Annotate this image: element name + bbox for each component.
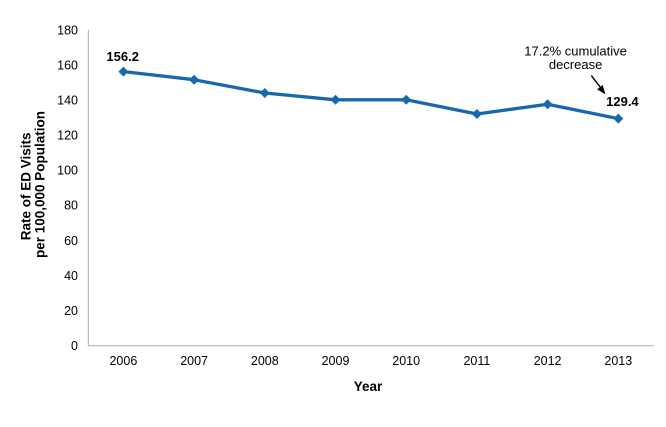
svg-text:2011: 2011	[463, 354, 490, 368]
svg-text:17.2% cumulative: 17.2% cumulative	[524, 44, 627, 59]
svg-text:156.2: 156.2	[106, 49, 139, 64]
svg-text:2009: 2009	[322, 354, 350, 368]
svg-text:20: 20	[64, 304, 78, 318]
svg-text:Rate of ED Visits per 10: Rate of ED Visits per 100,000 Population	[19, 111, 48, 258]
svg-text:2012: 2012	[534, 354, 562, 368]
svg-text:Year: Year	[354, 379, 383, 394]
svg-text:40: 40	[64, 269, 78, 283]
svg-text:80: 80	[64, 199, 78, 213]
svg-text:140: 140	[57, 94, 78, 108]
svg-text:120: 120	[57, 129, 78, 143]
svg-text:2006: 2006	[109, 354, 137, 368]
svg-text:2008: 2008	[251, 354, 279, 368]
svg-text:160: 160	[57, 58, 78, 72]
svg-text:180: 180	[57, 23, 78, 37]
svg-text:129.4: 129.4	[606, 94, 639, 109]
svg-text:100: 100	[57, 164, 78, 178]
svg-text:60: 60	[64, 234, 78, 248]
svg-text:0: 0	[71, 339, 78, 353]
svg-text:2007: 2007	[180, 354, 208, 368]
svg-text:2013: 2013	[604, 354, 632, 368]
svg-text:decrease: decrease	[549, 57, 602, 72]
svg-text:2010: 2010	[392, 354, 420, 368]
